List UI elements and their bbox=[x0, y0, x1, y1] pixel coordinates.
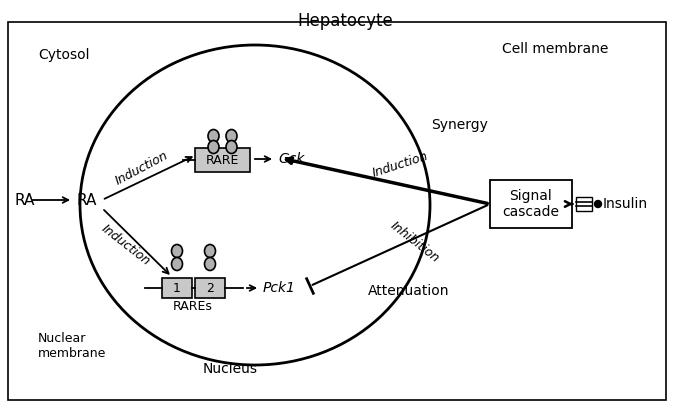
Text: RA: RA bbox=[76, 192, 97, 208]
Ellipse shape bbox=[226, 129, 237, 143]
Text: 2: 2 bbox=[206, 281, 214, 295]
Text: RAREs: RAREs bbox=[173, 300, 213, 313]
Ellipse shape bbox=[208, 129, 219, 143]
Text: Inhibition: Inhibition bbox=[388, 219, 442, 265]
Text: Induction: Induction bbox=[371, 150, 430, 180]
Text: Nuclear
membrane: Nuclear membrane bbox=[38, 332, 106, 360]
FancyBboxPatch shape bbox=[195, 278, 225, 298]
Text: Cytosol: Cytosol bbox=[38, 48, 90, 62]
Ellipse shape bbox=[204, 244, 215, 258]
Text: Gck: Gck bbox=[278, 152, 304, 166]
Text: Cell membrane: Cell membrane bbox=[502, 42, 608, 56]
Text: Signal
cascade: Signal cascade bbox=[502, 189, 560, 219]
Ellipse shape bbox=[172, 244, 182, 258]
Text: RA: RA bbox=[14, 192, 34, 208]
Text: Induction: Induction bbox=[113, 149, 170, 187]
Text: Nucleus: Nucleus bbox=[202, 362, 257, 376]
FancyBboxPatch shape bbox=[195, 148, 250, 172]
Text: Pck1: Pck1 bbox=[263, 281, 296, 295]
FancyBboxPatch shape bbox=[576, 197, 592, 211]
Ellipse shape bbox=[226, 140, 237, 154]
Text: 1: 1 bbox=[173, 281, 181, 295]
Ellipse shape bbox=[80, 45, 430, 365]
Text: Insulin: Insulin bbox=[603, 197, 648, 211]
FancyBboxPatch shape bbox=[490, 180, 572, 228]
Text: Attenuation: Attenuation bbox=[368, 284, 449, 298]
Ellipse shape bbox=[204, 258, 215, 271]
Text: RARE: RARE bbox=[206, 154, 239, 166]
Circle shape bbox=[595, 201, 602, 208]
Text: Induction: Induction bbox=[99, 222, 153, 268]
Ellipse shape bbox=[208, 140, 219, 154]
Text: Synergy: Synergy bbox=[431, 118, 489, 132]
Text: Hepatocyte: Hepatocyte bbox=[297, 12, 393, 30]
Ellipse shape bbox=[172, 258, 182, 271]
FancyBboxPatch shape bbox=[162, 278, 192, 298]
